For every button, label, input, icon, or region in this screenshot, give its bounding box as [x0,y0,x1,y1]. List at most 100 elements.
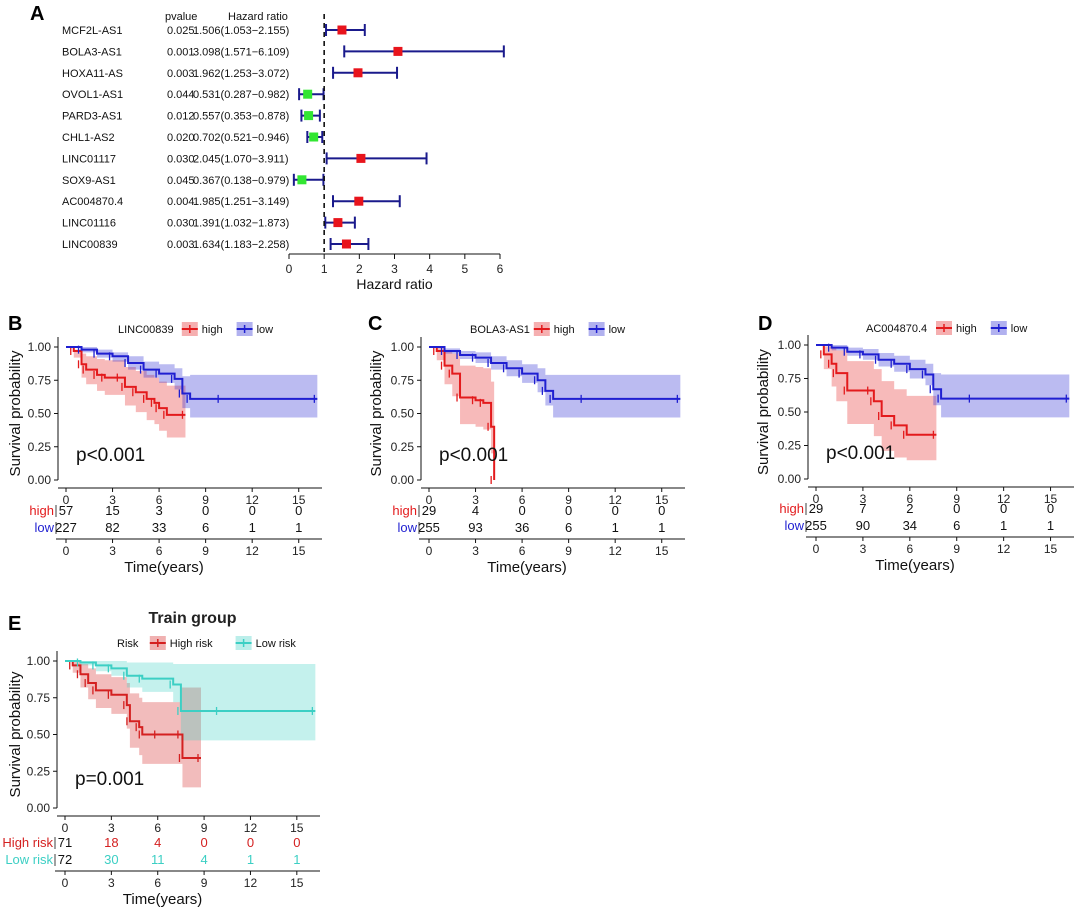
forest-hr-point [333,218,343,228]
risk-table-count: 0 [202,503,209,518]
risk-table-count: 82 [105,520,119,535]
risk-table-count: 6 [953,518,960,533]
forest-gene-label: MCF2L-AS1 [62,25,123,37]
panel-label-d: D [758,313,772,335]
forest-hr-text: 3.098(1.571−6.109) [193,46,289,58]
km-y-tick-label: 0.75 [778,372,802,386]
km-x-axis-title: Time(years) [124,559,203,576]
forest-x-tick-label: 1 [321,262,328,276]
forest-gene-label: LINC00839 [62,239,118,251]
risk-table-x-tick-label: 9 [201,876,208,890]
risk-table-count: 0 [293,835,300,850]
forest-hr-text: 0.557(0.353−0.878) [193,111,289,123]
forest-gene-label: SOX9-AS1 [62,175,116,187]
km-plot-d: AC004870.4 high low 0.00 0.25 0.50 0.75 1.00 0 3 6… [755,321,1074,574]
risk-table-count: 227 [55,520,77,535]
km-x-tick-label: 15 [655,493,669,507]
risk-table-count: 1 [612,520,619,535]
km-survival-curve [816,344,937,436]
km-x-tick-label: 12 [997,492,1011,506]
risk-table-x-tick-label: 6 [519,544,526,558]
km-x-tick-label: 12 [246,493,260,507]
forest-x-axis-title: Hazard ratio [356,276,432,292]
risk-table-row-label: low [784,518,804,533]
forest-hr-text: 2.045(1.070−3.911) [193,153,289,165]
km-y-tick-label: 0.00 [778,472,802,486]
risk-table-count: 0 [295,503,302,518]
forest-pvalue: 0.045 [167,175,195,187]
risk-table-row-label: Low risk [5,852,53,867]
km-x-axis-title: Time(years) [875,557,954,574]
km-x-tick-label: 12 [609,493,623,507]
risk-table-count: 0 [518,503,525,518]
panel-label-e: E [8,613,21,635]
km-x-tick-label: 15 [292,493,306,507]
risk-table-x-tick-label: 0 [426,544,433,558]
km-y-tick-label: 0.25 [778,439,802,453]
forest-x-tick-label: 5 [461,262,468,276]
km-x-tick-label: 0 [63,493,70,507]
forest-gene-label: HOXA11-AS [62,68,123,80]
risk-table-x-tick-label: 15 [655,544,669,558]
risk-table-x-tick-label: 9 [953,542,960,556]
forest-pvalue: 0.003 [167,68,195,80]
risk-table-x-tick-label: 3 [109,544,116,558]
risk-table-count: 15 [105,503,119,518]
risk-table-count: 11 [151,852,165,867]
forest-gene-label: CHL1-AS2 [62,132,115,144]
risk-table-count: 2 [906,501,913,516]
forest-hr-point [341,239,351,249]
risk-table-count: 18 [104,835,118,850]
risk-table-count: 3 [155,503,162,518]
risk-table-x-tick-label: 12 [997,542,1011,556]
risk-table-row-label: low [34,520,54,535]
risk-table-count: 1 [293,852,300,867]
risk-table-x-tick-label: 6 [906,542,913,556]
forest-pvalue: 0.003 [167,239,195,251]
risk-table-row-label: high [29,503,54,518]
risk-table-count: 1 [247,852,254,867]
km-y-tick-label: 0.25 [28,440,52,454]
km-x-axis-title: Time(years) [487,559,566,576]
km-x-tick-label: 6 [906,492,913,506]
risk-table-count: 0 [658,503,665,518]
km-legend-label: low [609,324,626,336]
panel-label-a: A [30,3,44,25]
risk-table-count: 30 [104,852,118,867]
forest-x-tick-label: 2 [356,262,363,276]
km-pvalue: p<0.001 [439,445,508,466]
risk-table-x-tick-label: 0 [62,876,69,890]
risk-table-count: 6 [565,520,572,535]
forest-header-pvalue: pvalue [165,11,197,23]
forest-pvalue: 0.030 [167,153,195,165]
risk-table-x-tick-label: 12 [244,876,258,890]
risk-table-count: 71 [58,835,72,850]
forest-plot: pvalue Hazard ratio MCF2L-AS1 0.0251.506(1.… [62,11,505,292]
forest-pvalue: 0.030 [167,218,195,230]
forest-gene-label: BOLA3-AS1 [62,46,122,58]
risk-table-count: 29 [809,501,823,516]
km-title: Train group [149,610,237,627]
km-legend-label: Low risk [256,638,297,650]
risk-table-count: 6 [202,520,209,535]
km-x-tick-label: 9 [565,493,572,507]
risk-table-count: 90 [856,518,870,533]
risk-table-count: 72 [58,852,72,867]
risk-table-x-tick-label: 12 [246,544,260,558]
km-y-tick-label: 1.00 [27,654,51,668]
risk-table-x-tick-label: 9 [202,544,209,558]
km-survival-curve [66,346,318,400]
forest-hr-text: 1.506(1.053−2.155) [193,25,289,37]
forest-header-hr: Hazard ratio [228,11,288,23]
forest-hr-text: 0.702(0.521−0.946) [193,132,289,144]
forest-hr-point [356,153,366,163]
risk-table-row-label: High risk [2,835,53,850]
risk-table-count: 0 [249,503,256,518]
km-legend-label: high [956,323,977,335]
risk-table-count: 29 [422,503,436,518]
km-x-tick-label: 0 [813,492,820,506]
risk-table-count: 7 [859,501,866,516]
km-legend-title: AC004870.4 [866,323,927,335]
forest-gene-label: OVOL1-AS1 [62,89,123,101]
